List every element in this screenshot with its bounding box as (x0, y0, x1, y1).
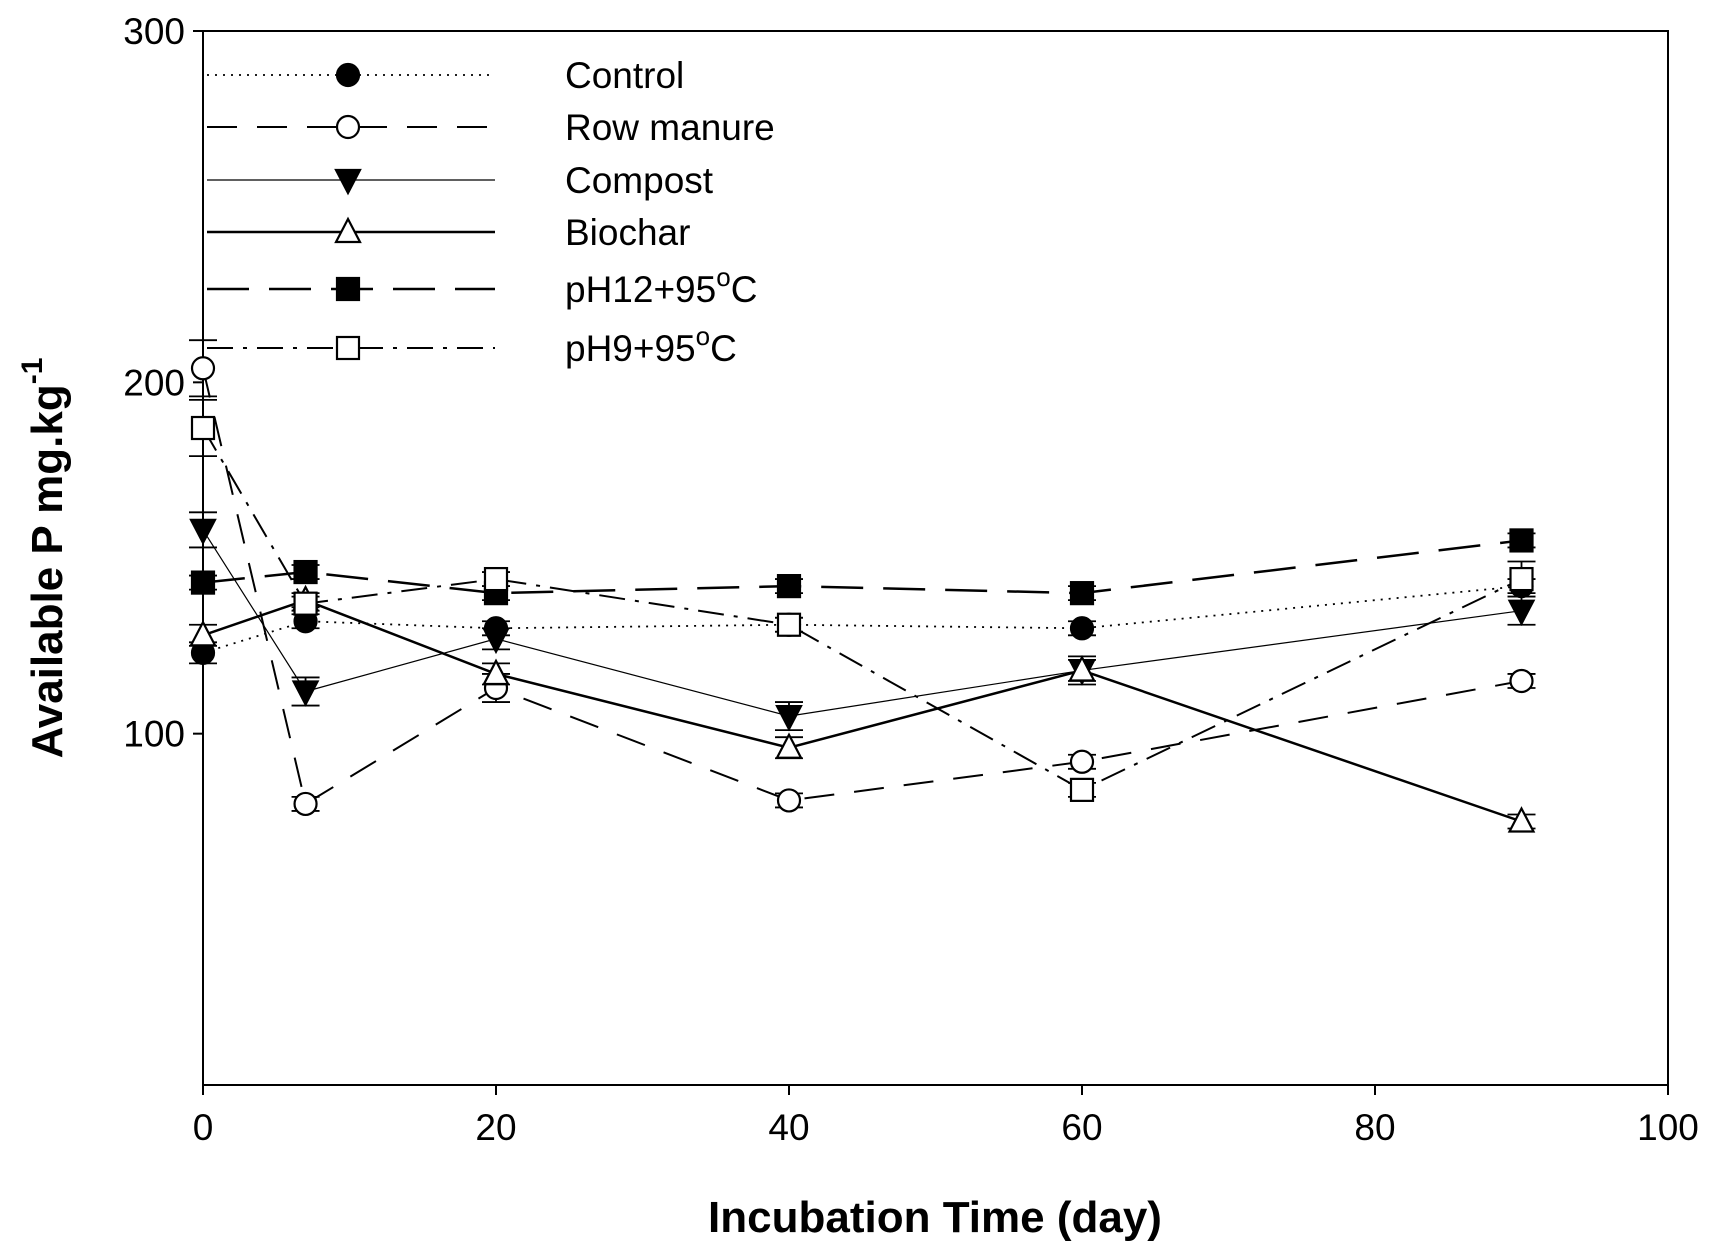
series-5 (189, 398, 1536, 802)
y-axis: 100 200 300 (123, 11, 203, 755)
series-1 (189, 339, 1536, 817)
data-point (1069, 749, 1095, 774)
data-point (775, 704, 803, 732)
series-line (202, 427, 1522, 792)
data-point (189, 518, 217, 546)
series-2 (189, 511, 1536, 732)
legend-label: Compost (565, 160, 714, 201)
legend-marker (335, 276, 361, 302)
legend-label: Control (565, 55, 684, 96)
series-line (202, 368, 1522, 806)
x-axis-title: Incubation Time (day) (708, 1193, 1162, 1242)
x-tick-label: 40 (768, 1107, 809, 1148)
data-point (776, 574, 802, 599)
series-line (202, 598, 1522, 823)
legend-marker (335, 62, 361, 88)
legend-marker (335, 114, 361, 140)
legend-marker (335, 335, 361, 361)
series-3 (189, 584, 1536, 833)
series-line (202, 529, 1522, 717)
y-tick-label: 300 (123, 11, 185, 52)
series-line (202, 539, 1522, 595)
data-point (291, 680, 320, 707)
data-point (1509, 566, 1534, 592)
svg-text:Available P mg.kg-1: Available P mg.kg-1 (16, 358, 72, 759)
y-tick-label: 200 (123, 362, 185, 403)
x-tick-label: 20 (475, 1107, 516, 1148)
data-point (482, 627, 510, 655)
y-axis-title-sup: -1 (16, 358, 49, 385)
data-point (1509, 528, 1534, 553)
data-point (293, 591, 318, 616)
series-line (202, 585, 1522, 654)
legend-label: Row manure (565, 107, 775, 148)
x-tick-label: 100 (1637, 1107, 1699, 1148)
data-point (776, 788, 802, 813)
data-point (1069, 777, 1095, 802)
x-tick-label: 0 (193, 1107, 214, 1148)
legend-item: Biochar (207, 212, 690, 253)
legend-marker (334, 216, 362, 244)
data-point (190, 356, 216, 381)
x-tick-label: 60 (1061, 1107, 1102, 1148)
y-axis-title-text: Available P mg.kg (23, 384, 72, 758)
data-point (1069, 581, 1095, 606)
data-point (483, 566, 509, 592)
data-point (190, 570, 216, 595)
legend-item: Compost (207, 160, 714, 201)
x-tick-label: 80 (1354, 1107, 1395, 1148)
legend-item: Control (207, 55, 684, 96)
data-point (482, 658, 510, 686)
data-point (1069, 616, 1095, 641)
data-point (189, 619, 217, 647)
legend-item: pH9+95oC (207, 321, 737, 369)
data-point (293, 559, 318, 585)
data-point (1068, 655, 1096, 682)
x-axis: 0 20 40 60 80 100 (193, 1085, 1699, 1148)
data-point (1509, 668, 1534, 694)
data-point (293, 791, 318, 817)
data-point (775, 732, 803, 759)
legend-label: pH12+95oC (565, 262, 757, 310)
legend-label: Biochar (565, 212, 690, 253)
series-layer (189, 339, 1536, 833)
y-axis-title: Available P mg.kg-1 (16, 358, 72, 759)
legend: Control Row manure Compost Biochar pH12+95oC… (207, 55, 775, 369)
data-point (776, 612, 802, 637)
y-tick-label: 100 (123, 714, 185, 755)
legend-marker (334, 168, 362, 196)
plot-frame (202, 30, 1669, 1086)
legend-item: pH12+95oC (207, 262, 757, 310)
data-point (190, 415, 216, 441)
legend-label: pH9+95oC (565, 321, 737, 369)
legend-item: Row manure (207, 107, 775, 148)
data-point (1507, 599, 1536, 627)
data-point (1507, 806, 1536, 833)
